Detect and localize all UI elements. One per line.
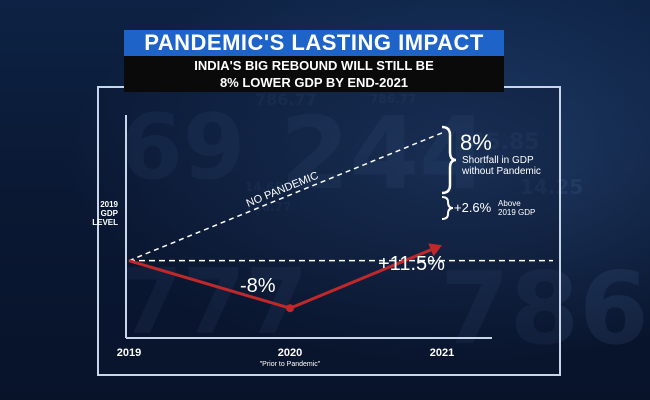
bg-number: 244 [280, 95, 489, 212]
subtitle-line-1: INDIA'S BIG REBOUND WILL STILL BE [194, 58, 434, 73]
bg-number: 14.25 [520, 175, 584, 199]
x-tick-label-2019: 2019 [117, 347, 141, 359]
x-tick-group: 2019 2020 "Prior to Pandemic" 2021 [117, 347, 454, 368]
above-text-line-2: 2019 GDP [498, 208, 535, 217]
bg-number: 69 [120, 95, 246, 200]
annotation-rise: +11.5% [378, 253, 445, 275]
subtitle-line-2: 8% LOWER GDP BY END-2021 [219, 75, 409, 90]
bg-number: 786.77 [255, 90, 317, 109]
series-no-pandemic-label: NO PANDEMIC [245, 170, 321, 210]
baseline-label-line-2: GDP [101, 209, 119, 218]
bg-number: 786.77 [370, 92, 417, 106]
chart-panel [97, 86, 561, 376]
x-tick-sublabel-2020: "Prior to Pandemic" [260, 361, 321, 368]
data-point-2020 [286, 304, 294, 313]
baseline-label-line-3: LEVEL [92, 218, 118, 227]
above-brace [441, 196, 454, 220]
bg-number: 45.85 [470, 130, 540, 155]
series-decline-segment [128, 259, 291, 310]
shortfall-brace [441, 125, 457, 195]
rebound-arrow-head [428, 243, 442, 257]
above-text-line-1: Above [498, 199, 521, 208]
chart-subtitle: INDIA'S BIG REBOUND WILL STILL BE 8% LOW… [124, 56, 504, 92]
baseline-label-line-1: 2019 [100, 200, 118, 209]
annotation-drop: -8% [240, 275, 276, 297]
shortfall-text-line-1: Shortfall in GDP [462, 155, 534, 166]
shortfall-text-line-2: without Pandemic [461, 166, 541, 177]
bg-number: 786.77 [245, 200, 292, 214]
x-tick-label-2020: 2020 [278, 347, 302, 359]
shortfall-value: 8% [460, 130, 492, 155]
bg-number: 786 [440, 250, 649, 367]
chart-title: PANDEMIC'S LASTING IMPACT [124, 30, 504, 56]
bg-number: 14.68 [245, 180, 283, 194]
series-no-pandemic-line [128, 132, 443, 262]
x-tick-label-2021: 2021 [430, 347, 454, 359]
above-value: +2.6% [454, 200, 492, 215]
series-rebound-segment [289, 248, 432, 310]
